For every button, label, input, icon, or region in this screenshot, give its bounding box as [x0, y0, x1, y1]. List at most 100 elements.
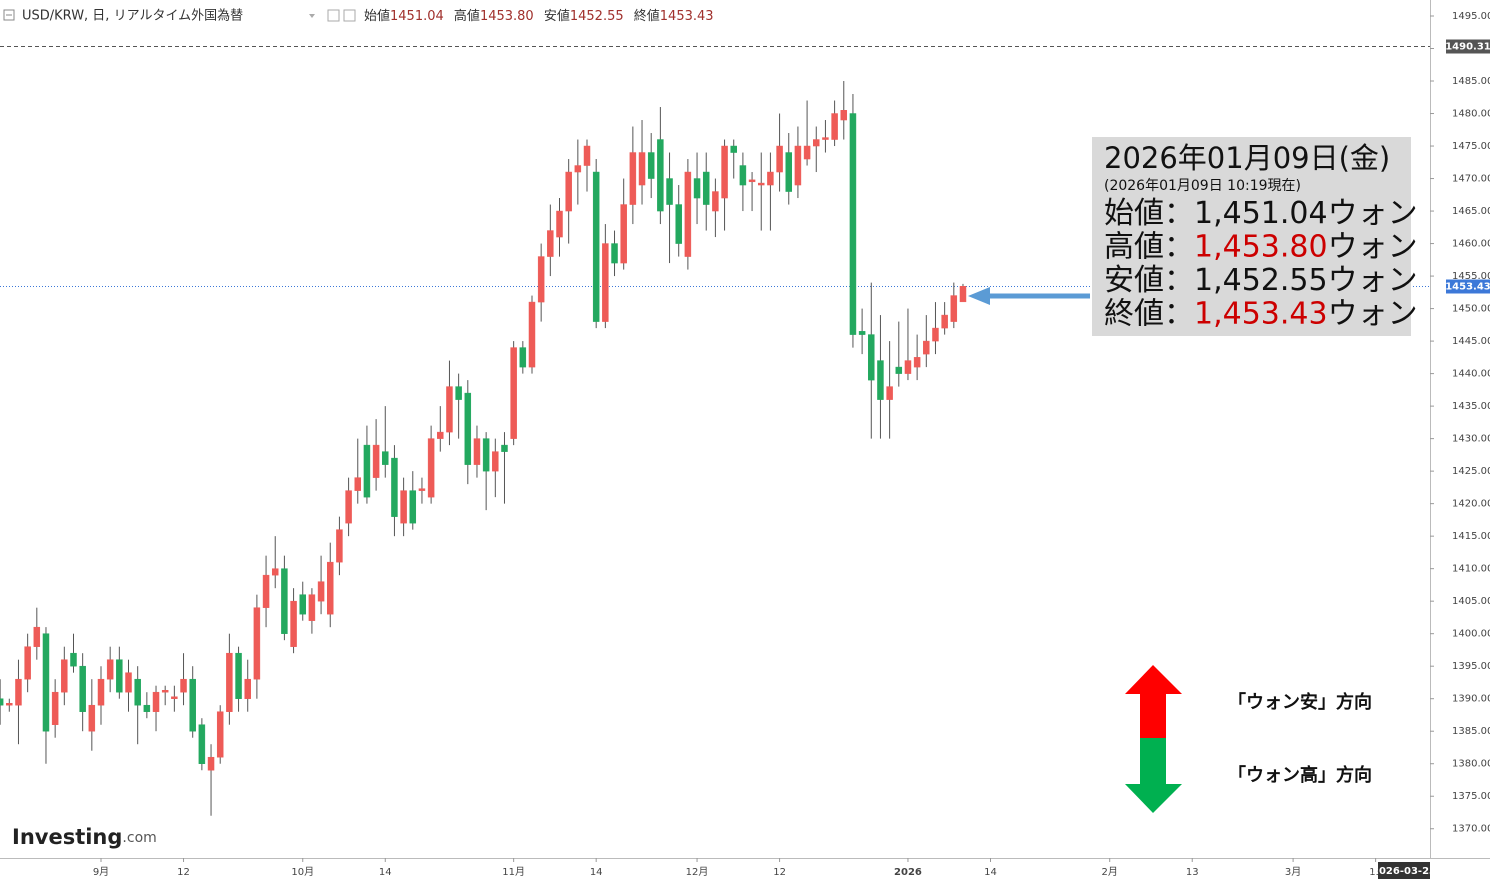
candle-body	[547, 230, 554, 257]
candle-body	[932, 327, 939, 342]
candle-body	[226, 652, 233, 712]
candle-body	[611, 243, 618, 264]
candle-body	[748, 179, 756, 183]
y-tick-label: 1420.00	[1452, 499, 1490, 510]
ohlc-header: 始値1451.04 高値1453.80 安値1452.55 終値1453.43	[364, 8, 714, 24]
candle-body	[299, 594, 306, 615]
candle-body	[492, 451, 499, 472]
candle-body	[125, 672, 132, 693]
candle-body	[418, 488, 426, 491]
candle-body	[602, 243, 609, 322]
candle-body	[171, 696, 178, 699]
candle-body	[180, 678, 187, 693]
candle-body	[42, 633, 50, 732]
candle-body	[849, 113, 857, 335]
candle-body	[831, 113, 838, 140]
info-label: 安値：	[1104, 263, 1194, 298]
info-unit: ウォン	[1328, 263, 1418, 298]
candle-body	[116, 659, 123, 693]
candle-body	[317, 581, 325, 602]
candle-body	[556, 210, 563, 238]
collapse-icon[interactable]	[3, 9, 15, 21]
info-date: 2026年01月09日(金)	[1104, 141, 1390, 175]
y-tick-label: 1440.00	[1452, 369, 1490, 380]
y-tick-label: 1375.00	[1452, 791, 1490, 802]
candle-body	[235, 652, 242, 699]
candle-body	[941, 314, 948, 329]
info-value: 1,453.80	[1194, 229, 1328, 264]
candle-body	[923, 340, 930, 355]
candle-body	[253, 607, 261, 680]
candle-body	[510, 347, 517, 439]
candle-body	[0, 698, 4, 706]
candle-body	[537, 256, 545, 303]
candle-body	[886, 386, 893, 400]
candle-body	[858, 331, 866, 335]
y-tick-label: 1475.00	[1452, 141, 1490, 152]
candle-body	[739, 165, 747, 186]
candle-body	[840, 110, 848, 121]
info-box	[1092, 137, 1411, 336]
candle-body	[271, 568, 279, 576]
candle-body	[675, 204, 682, 244]
candle-body	[877, 360, 884, 400]
legend-down: 「ウォン高」方向	[1228, 764, 1372, 786]
price-label-box	[1446, 279, 1490, 294]
candle-body	[950, 295, 958, 322]
candle-body	[501, 444, 508, 452]
candle-body	[455, 386, 462, 400]
candle-body	[70, 652, 77, 667]
y-tick-label: 1380.00	[1452, 759, 1490, 770]
price-label-box	[1446, 39, 1490, 54]
x-tick-label: 14	[379, 867, 392, 878]
info-row: 安値：1,452.55ウォン	[1104, 263, 1418, 298]
candle-body	[464, 392, 472, 465]
settings-icon[interactable]	[327, 9, 340, 22]
candle-body	[345, 490, 352, 524]
candle-body	[308, 594, 316, 621]
candle-body	[721, 145, 728, 199]
y-tick-label: 1435.00	[1452, 401, 1490, 412]
candle-body	[106, 659, 114, 680]
info-unit: ウォン	[1328, 196, 1418, 231]
candle-body	[684, 171, 692, 257]
candle-body	[959, 286, 967, 303]
candle-body	[482, 438, 490, 472]
y-tick-label: 1445.00	[1452, 336, 1490, 347]
info-label: 高値：	[1104, 229, 1194, 264]
y-tick-label: 1470.00	[1452, 174, 1490, 185]
info-row: 終値：1,453.43ウォン	[1104, 296, 1418, 331]
candle-body	[400, 490, 407, 524]
y-tick-label: 1430.00	[1452, 434, 1490, 445]
candle-body	[97, 678, 105, 706]
dropdown-arrow[interactable]	[309, 14, 315, 18]
x-tick-label: 2月	[1102, 866, 1118, 878]
close-icon[interactable]	[343, 9, 356, 22]
logo-suffix: .com	[122, 830, 156, 846]
candle-body	[437, 431, 444, 439]
up-arrow	[1125, 665, 1182, 739]
candle-body	[712, 191, 719, 212]
y-tick-label: 1465.00	[1452, 206, 1490, 217]
info-value: 1,451.04	[1194, 196, 1328, 231]
candle-body	[281, 568, 288, 634]
ohlc-label: 終値	[634, 8, 660, 24]
candle-body	[372, 444, 380, 478]
y-tick-label: 1390.00	[1452, 694, 1490, 705]
x-tick-label: 12月	[686, 866, 709, 878]
candle-body	[327, 561, 334, 615]
y-tick-label: 1410.00	[1452, 564, 1490, 575]
y-tick-label: 1395.00	[1452, 661, 1490, 672]
candle-body	[61, 659, 68, 693]
candle-body	[803, 145, 811, 160]
info-asof: (2026年01月09日 10:19現在)	[1104, 178, 1301, 194]
candle-body	[207, 756, 215, 771]
info-row: 高値：1,453.80ウォン	[1104, 229, 1418, 264]
candle-body	[6, 703, 13, 706]
candle-body	[262, 574, 270, 608]
down-arrow	[1125, 738, 1182, 813]
y-tick-label: 1480.00	[1452, 109, 1490, 120]
price-label: 1453.43	[1445, 282, 1490, 293]
candle-body	[583, 145, 591, 166]
